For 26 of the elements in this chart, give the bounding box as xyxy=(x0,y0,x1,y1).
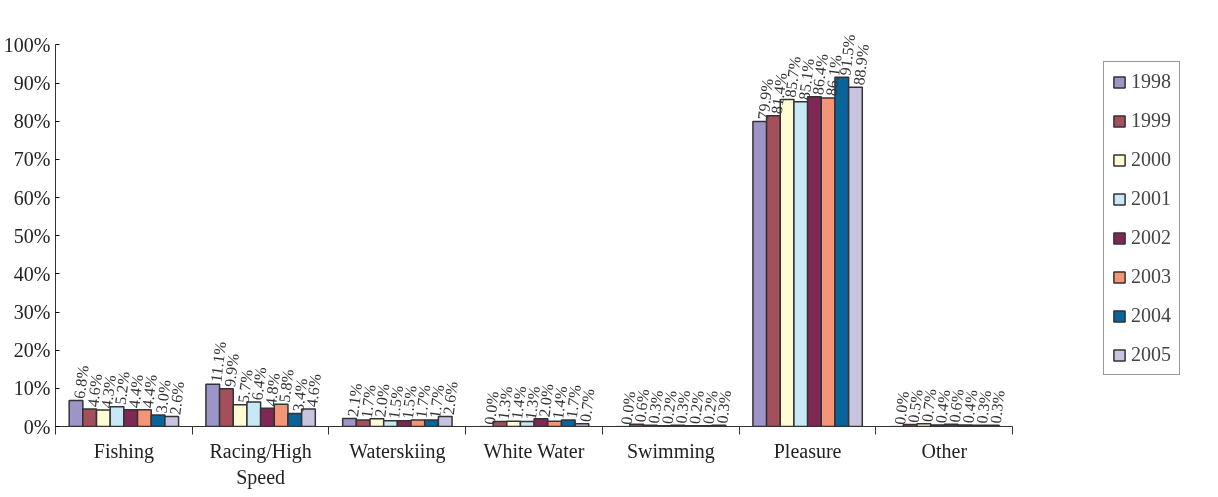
y-tick-label: 80% xyxy=(13,110,51,133)
legend-label: 2001 xyxy=(1131,187,1171,210)
y-tick-label: 10% xyxy=(13,377,51,400)
legend-label: 1999 xyxy=(1131,109,1171,132)
y-tick-label: 0% xyxy=(23,415,51,438)
x-tick-label: Waterskiing xyxy=(349,439,446,463)
legend-label: 2004 xyxy=(1131,304,1171,327)
legend-label: 2002 xyxy=(1131,226,1171,249)
x-tick-label: White Water xyxy=(483,439,585,462)
y-tick-label: 50% xyxy=(13,224,51,247)
y-tick-label: 40% xyxy=(13,262,51,285)
x-tick-label: Racing/High Speed xyxy=(209,439,312,489)
x-tick-label: Swimming xyxy=(626,439,715,463)
y-tick-label: 100% xyxy=(3,33,51,56)
y-tick-label: 70% xyxy=(13,148,51,171)
x-tick-label: Pleasure xyxy=(773,439,842,462)
y-tick-label: 90% xyxy=(13,72,51,95)
legend-label: 2000 xyxy=(1131,148,1171,171)
x-tick-label: Other xyxy=(921,439,968,462)
y-tick-label: 30% xyxy=(13,301,51,323)
legend-label: 1998 xyxy=(1131,70,1171,93)
legend-label: 2003 xyxy=(1131,265,1171,288)
legend-label: 2005 xyxy=(1131,343,1171,366)
x-tick-label: Fishing xyxy=(93,439,154,463)
y-tick-label: 20% xyxy=(13,339,51,362)
y-tick-label: 60% xyxy=(13,186,51,209)
